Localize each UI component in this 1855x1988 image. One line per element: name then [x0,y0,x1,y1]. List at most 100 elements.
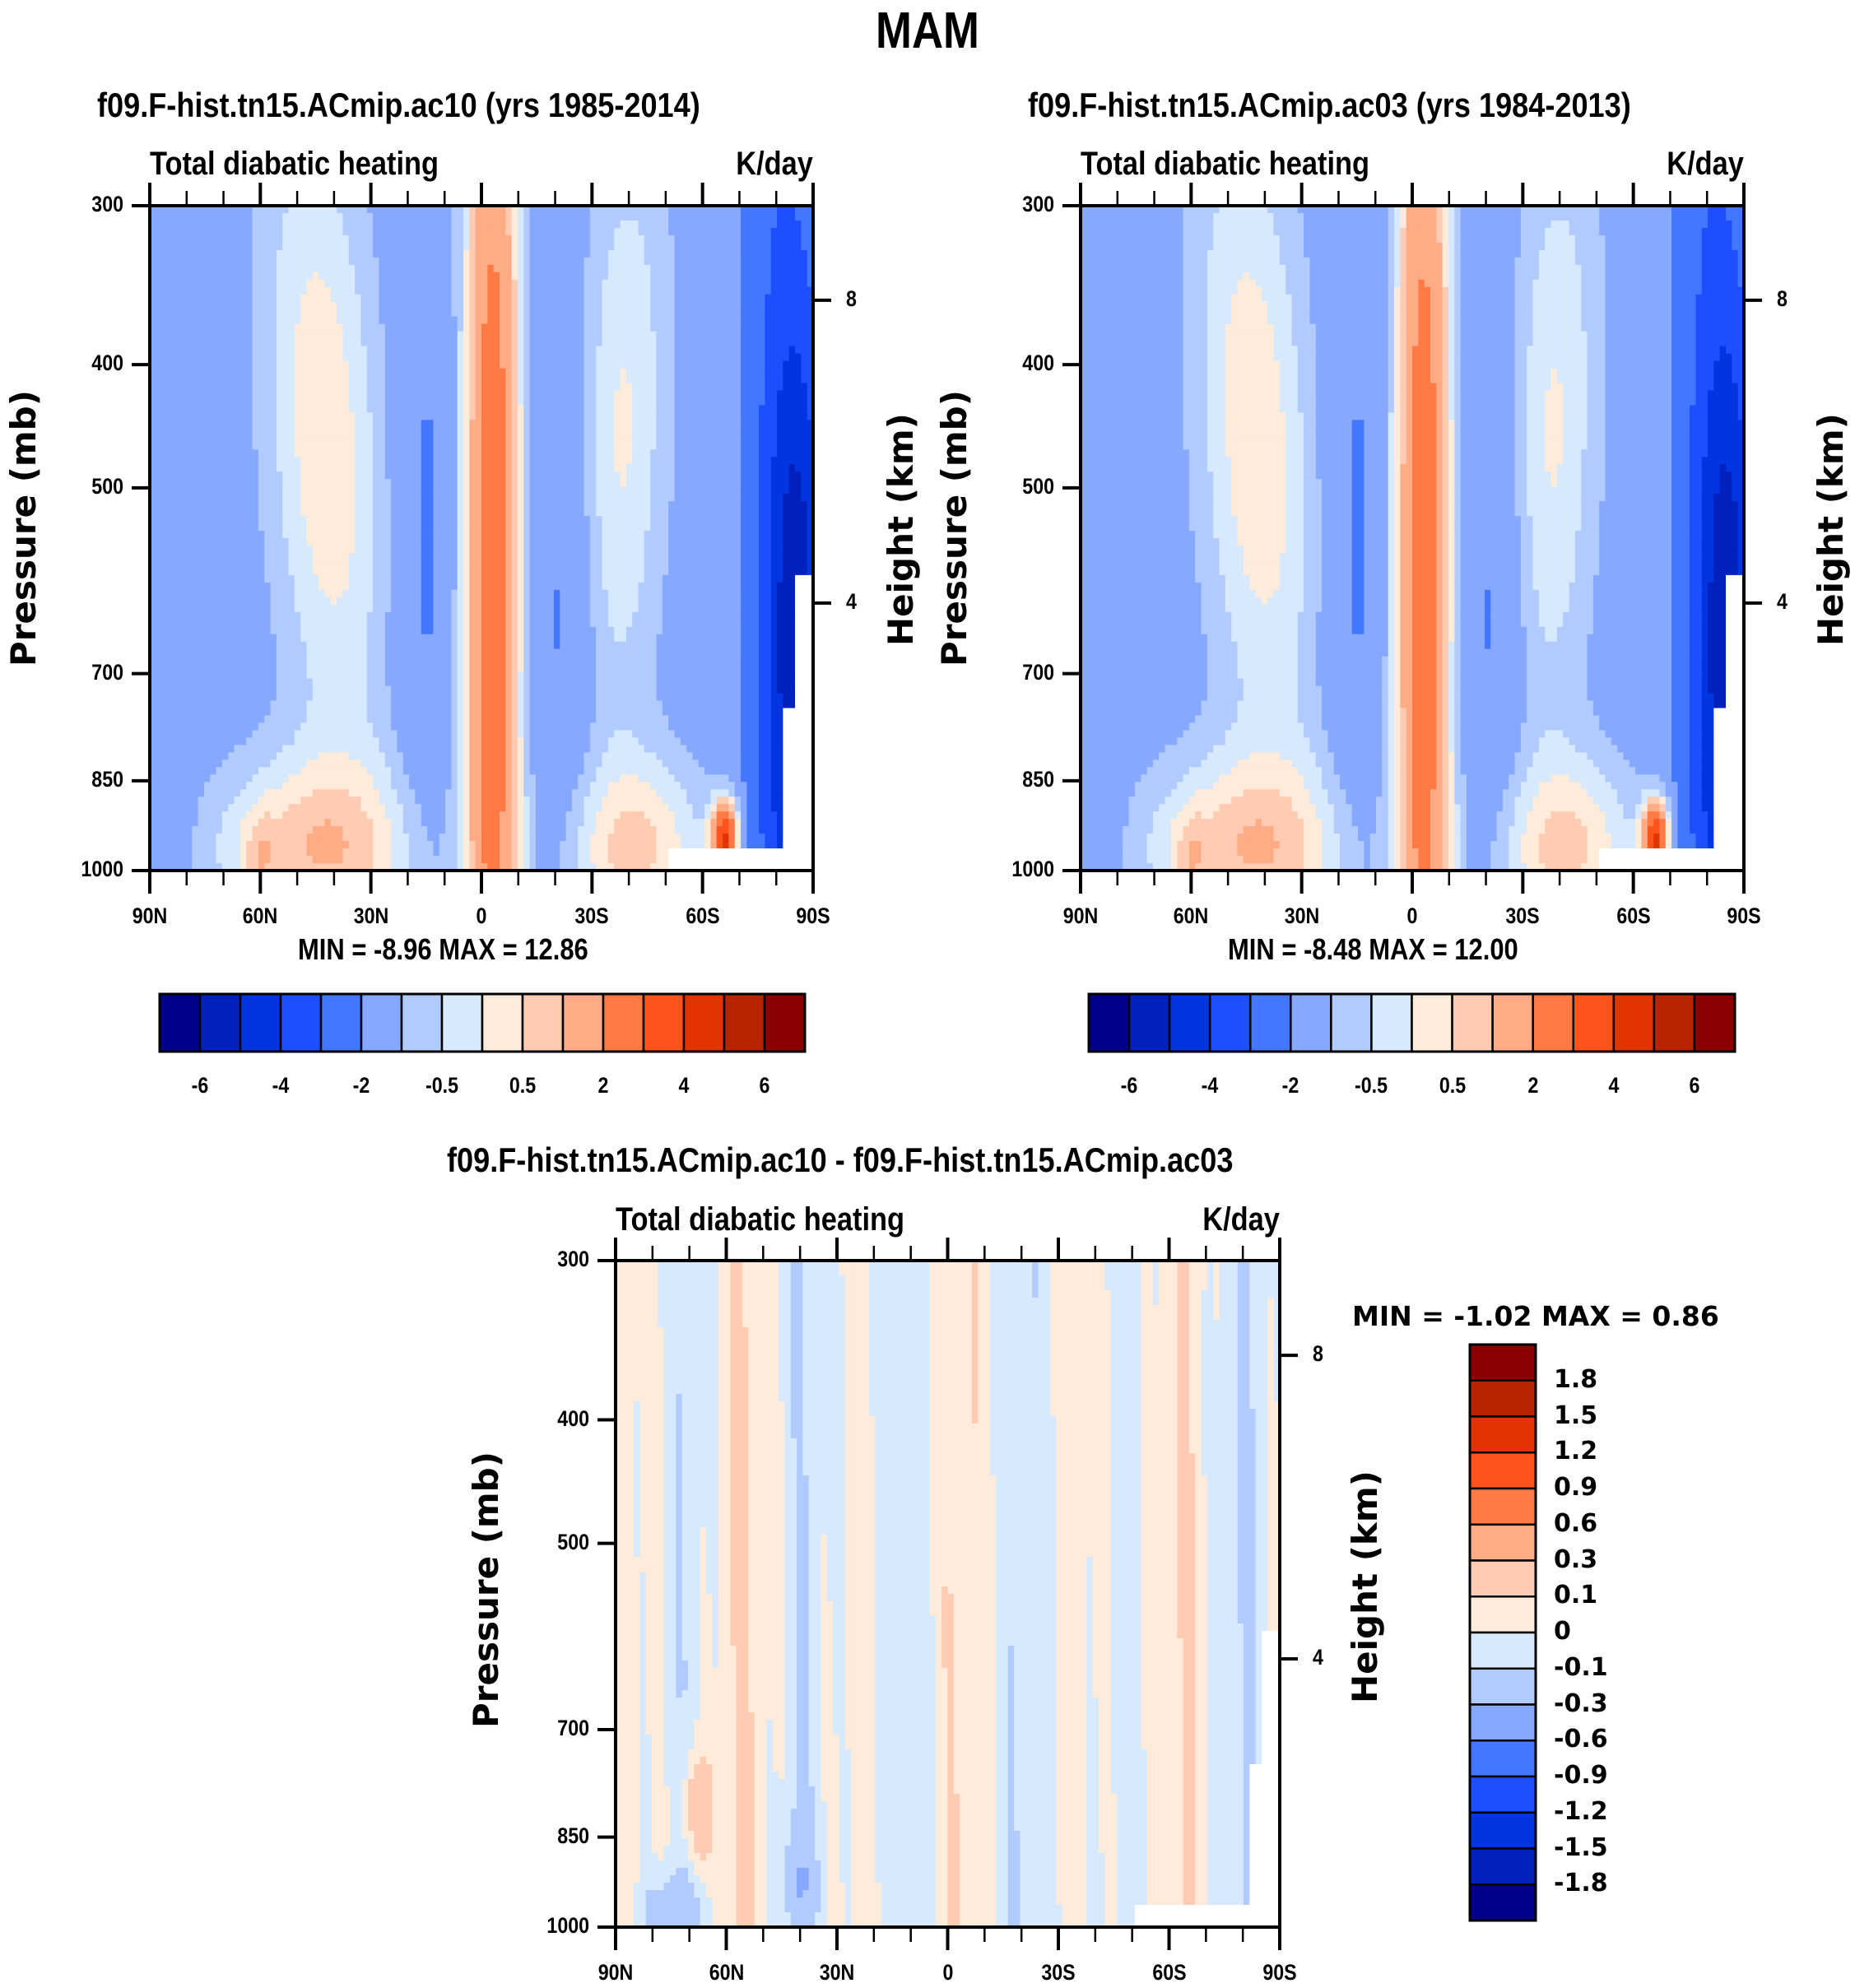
contour-cell [626,464,633,472]
contour-cell [662,486,669,495]
contour-cell [717,464,723,472]
contour-cell [240,280,247,288]
contour-cell [337,213,343,221]
contour-cell [360,383,367,391]
contour-cell [451,243,458,251]
contour-cell [500,213,506,221]
contour-cell [692,390,699,398]
contour-cell [216,523,223,532]
contour-cell [723,369,729,377]
contour-cell [258,434,265,443]
contour-cell [723,457,729,465]
contour-cell [723,420,729,428]
contour-cell [168,221,174,229]
contour-cell [210,243,216,251]
contour-cell [277,339,283,347]
contour-cell [318,531,325,539]
contour-cell [662,228,669,236]
contour-cell [318,479,325,487]
contour-cell [759,228,765,236]
contour-cell [728,383,735,391]
contour-cell [180,523,187,532]
contour-cell [746,531,753,539]
contour-cell [710,494,717,502]
contour-cell [710,361,717,369]
contour-cell [717,354,723,362]
contour-cell [572,390,579,398]
contour-cell [186,309,193,318]
contour-cell [331,265,337,273]
contour-cell [512,486,518,495]
contour-cell [674,324,681,332]
contour-cell [481,332,488,340]
contour-cell [542,494,548,502]
contour-cell [324,383,331,391]
contour-cell [656,346,662,355]
contour-cell [331,442,337,450]
contour-cell [373,405,379,413]
contour-cell [602,494,609,502]
contour-cell [710,280,717,288]
contour-cell [469,412,476,420]
contour-cell [409,235,416,244]
contour-cell [373,397,379,406]
contour-cell [614,361,621,369]
contour-cell [168,390,174,398]
contour-cell [373,449,379,458]
contour-cell [542,258,548,266]
contour-cell [795,523,802,532]
contour-cell [560,346,566,355]
contour-cell [397,442,403,450]
contour-cell [168,442,174,450]
contour-cell [228,243,235,251]
contour-cell [198,383,205,391]
contour-cell [710,442,717,450]
contour-cell [626,405,633,413]
contour-cell [746,383,753,391]
contour-cell [349,369,356,377]
contour-cell [469,449,476,458]
contour-cell [759,464,765,472]
contour-cell [596,221,602,229]
contour-cell [728,287,735,295]
contour-cell [168,501,174,509]
contour-cell [801,457,807,465]
contour-cell [668,442,675,450]
contour-cell [307,509,314,517]
contour-cell [258,449,265,458]
contour-cell [180,243,187,251]
contour-cell [548,243,555,251]
contour-cell [674,479,681,487]
contour-cell [728,250,735,258]
contour-cell [397,235,403,244]
contour-cell [258,538,265,546]
contour-cell [753,509,760,517]
contour-cell [650,295,657,303]
contour-cell [590,258,597,266]
contour-cell [795,501,802,509]
contour-cell [289,346,295,355]
contour-cell [494,302,500,310]
contour-cell [494,280,500,288]
contour-cell [445,243,452,251]
contour-cell [271,250,277,258]
contour-cell [427,427,434,435]
contour-cell [403,457,410,465]
contour-cell [360,265,367,273]
contour-cell [222,471,229,480]
contour-cell [500,250,506,258]
contour-cell [771,509,778,517]
contour-cell [391,538,398,546]
contour-cell [258,375,265,383]
contour-cell [156,516,162,524]
contour-cell [355,243,361,251]
contour-cell [379,243,385,251]
contour-cell [192,538,198,546]
contour-cell [324,339,331,347]
contour-cell [500,324,506,332]
contour-cell [530,383,537,391]
contour-cell [162,509,169,517]
contour-cell [621,486,627,495]
contour-cell [451,228,458,236]
contour-cell [210,369,216,377]
